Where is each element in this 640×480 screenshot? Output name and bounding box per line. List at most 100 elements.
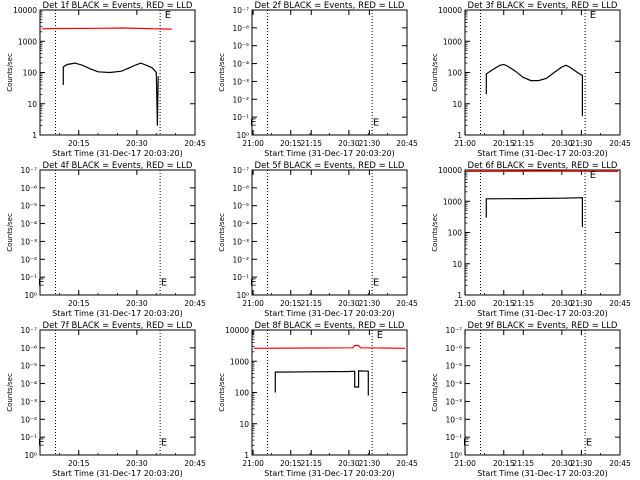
x-tick-label: 21:30 [359, 139, 381, 148]
x-tick-label: 20:30 [126, 139, 148, 148]
x-tick-label: 20:30 [551, 139, 573, 148]
y-tick-label: 1000 [443, 197, 462, 206]
y-tick-label: 10⁰ [24, 291, 37, 300]
x-axis-label: Start Time (31-Dec-17 20:03:20) [477, 149, 608, 158]
chart-title: Det 9f BLACK = Events, RED = LLD [468, 321, 618, 331]
chart-panel-2: Det 2f BLACK = Events, RED = LLD Counts/s… [218, 1, 592, 158]
x-tick-label: 20:45 [396, 299, 418, 308]
e-marker: E [165, 10, 171, 21]
chart-title: Det 3f BLACK = Events, RED = LLD [468, 1, 618, 11]
y-axis-label: Counts/sec [218, 373, 226, 412]
x-tick-label: 21:30 [571, 139, 593, 148]
x-tick-label: 20:45 [609, 139, 631, 148]
x-tick-label: 20:15 [280, 139, 302, 148]
x-axis-label: Start Time (31-Dec-17 20:03:20) [264, 309, 395, 318]
e-marker: E [38, 278, 44, 289]
x-tick-label: 20:30 [551, 459, 573, 468]
e-marker: E [161, 278, 167, 289]
x-tick-label: 20:15 [493, 459, 515, 468]
x-axis-label: Start Time (31-Dec-17 20:03:20) [264, 469, 395, 478]
x-axis-label: Start Time (31-Dec-17 20:03:20) [52, 149, 183, 158]
x-tick-label: 21:30 [571, 299, 593, 308]
y-tick-label: 10⁻¹ [232, 273, 249, 282]
y-tick-label: 10⁻¹ [445, 433, 462, 442]
y-tick-label: 10⁻² [232, 95, 249, 104]
y-axis-label: Counts/sec [431, 53, 439, 92]
y-tick-label: 10⁻⁶ [445, 344, 462, 353]
x-tick-label: 20:15 [68, 139, 90, 148]
chart-panel-4: Det 4f BLACK = Events, RED = LLD Counts/s… [6, 161, 380, 318]
y-tick-label: 10⁻⁴ [20, 220, 37, 229]
x-tick-label: 20:45 [184, 459, 206, 468]
y-tick-label: 1000 [443, 37, 462, 46]
y-tick-label: 10⁻⁶ [232, 184, 249, 193]
e-marker: E [586, 438, 592, 449]
y-tick-label: 100 [235, 389, 250, 398]
x-tick-label: 20:15 [493, 299, 515, 308]
chart-title: Det 7f BLACK = Events, RED = LLD [43, 321, 193, 331]
y-axis-label: Counts/sec [6, 53, 14, 92]
chart-panel-1: Det 1f BLACK = Events, RED = LLD Counts/s… [6, 1, 380, 158]
x-axis-label: Start Time (31-Dec-17 20:03:20) [52, 469, 183, 478]
y-tick-label: 10⁻⁷ [20, 166, 37, 175]
y-axis-label: Counts/sec [431, 373, 439, 412]
e-marker: E [161, 438, 167, 449]
y-tick-label: 10000 [438, 6, 462, 15]
x-axis-label: Start Time (31-Dec-17 20:03:20) [477, 309, 608, 318]
chart-title: Det 6f BLACK = Events, RED = LLD [468, 161, 618, 171]
y-tick-label: 10⁻⁵ [20, 202, 37, 211]
y-tick-label: 10⁻¹ [20, 273, 37, 282]
plot-frame [464, 169, 621, 296]
y-tick-label: 10⁻³ [20, 397, 37, 406]
chart-title: Det 1f BLACK = Events, RED = LLD [43, 1, 193, 11]
plot-frame [251, 169, 408, 296]
x-axis-label: Start Time (31-Dec-17 20:03:20) [52, 309, 183, 318]
x-tick-label: 21:15 [300, 139, 322, 148]
x-tick-label: 21:00 [242, 139, 264, 148]
y-axis-label: Counts/sec [431, 213, 439, 252]
chart-panel-5: Det 5f BLACK = Events, RED = LLD Counts/s… [218, 161, 592, 318]
plot-frame [464, 329, 621, 456]
series-line-events [485, 63, 584, 117]
x-tick-label: 20:30 [338, 299, 360, 308]
y-tick-label: 10⁰ [449, 451, 462, 460]
e-marker: E [250, 278, 256, 289]
y-tick-label: 10 [27, 100, 37, 109]
y-tick-label: 10⁻³ [232, 237, 249, 246]
y-tick-label: 10 [452, 260, 462, 269]
x-tick-label: 21:30 [359, 299, 381, 308]
y-tick-label: 10⁻⁴ [445, 380, 462, 389]
series-line-lld [41, 27, 172, 30]
y-tick-label: 100 [448, 69, 463, 78]
y-tick-label: 10⁻⁷ [232, 166, 249, 175]
y-tick-label: 10⁰ [24, 451, 37, 460]
y-tick-label: 10⁻⁴ [232, 60, 249, 69]
y-tick-label: 10000 [225, 326, 249, 335]
y-tick-label: 10000 [438, 166, 462, 175]
x-tick-label: 20:30 [551, 299, 573, 308]
plot-frame [251, 9, 408, 136]
y-axis-label: Counts/sec [6, 373, 14, 412]
y-tick-label: 10⁻² [20, 255, 37, 264]
x-tick-label: 20:30 [338, 459, 360, 468]
e-marker: E [463, 438, 469, 449]
y-tick-label: 10⁻⁴ [20, 380, 37, 389]
x-tick-label: 21:00 [242, 459, 264, 468]
series-line-events [274, 370, 369, 396]
x-tick-label: 20:15 [68, 299, 90, 308]
y-tick-label: 10⁻⁵ [445, 362, 462, 371]
x-tick-label: 21:15 [512, 299, 534, 308]
y-tick-label: 10000 [13, 6, 37, 15]
x-tick-label: 20:30 [126, 459, 148, 468]
plot-frame [39, 169, 196, 296]
x-tick-label: 21:15 [300, 299, 322, 308]
y-tick-label: 100 [23, 69, 38, 78]
x-tick-label: 21:00 [454, 139, 476, 148]
x-tick-label: 20:45 [609, 299, 631, 308]
series-line-events [62, 62, 159, 126]
e-marker: E [590, 10, 596, 21]
y-axis-label: Counts/sec [6, 213, 14, 252]
x-tick-label: 20:15 [280, 299, 302, 308]
y-tick-label: 10⁻² [445, 415, 462, 424]
chart-panel-6: Det 6f BLACK = Events, RED = LLD Counts/s… [431, 161, 631, 318]
